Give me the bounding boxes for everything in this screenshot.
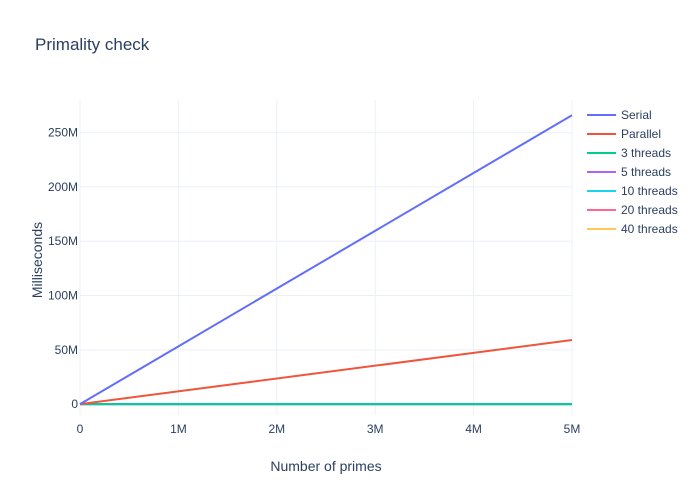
legend-item[interactable]: 20 threads: [587, 203, 678, 217]
series-line-parallel: [79, 339, 573, 406]
y-axis-ticks: 0 50M 100M 150M 200M 250M: [48, 126, 78, 412]
y-tick-label: 150M: [48, 234, 78, 248]
legend-item[interactable]: 3 threads: [587, 146, 671, 160]
legend-label: 20 threads: [621, 203, 678, 217]
x-tick-label: 1M: [170, 422, 187, 436]
x-tick-label: 3M: [367, 422, 384, 436]
legend-label: 3 threads: [621, 146, 671, 160]
series-layer: [79, 114, 573, 406]
legend-item[interactable]: Parallel: [587, 127, 661, 141]
legend-item[interactable]: 5 threads: [587, 165, 671, 179]
legend-item[interactable]: 40 threads: [587, 222, 678, 236]
x-tick-label: 0: [77, 422, 84, 436]
legend-label: Serial: [621, 108, 652, 122]
x-axis-ticks: 0 1M 2M 3M 4M 5M: [77, 422, 581, 436]
legend-label: 5 threads: [621, 165, 671, 179]
chart-title: Primality check: [35, 35, 150, 54]
legend-item[interactable]: Serial: [587, 108, 652, 122]
legend: Serial Parallel 3 threads 5 threads 10 threa…: [587, 108, 678, 236]
y-tick-label: 100M: [48, 289, 78, 303]
y-tick-label: 0: [71, 397, 78, 411]
legend-item[interactable]: 10 threads: [587, 184, 678, 198]
x-axis-label: Number of primes: [270, 458, 381, 474]
y-tick-label: 250M: [48, 126, 78, 140]
y-tick-label: 200M: [48, 180, 78, 194]
x-tick-label: 4M: [465, 422, 482, 436]
legend-label: Parallel: [621, 127, 661, 141]
legend-label: 40 threads: [621, 222, 678, 236]
grid-layer: [79, 100, 573, 415]
y-axis-label: Milliseconds: [29, 222, 45, 298]
y-tick-label: 50M: [55, 343, 78, 357]
x-tick-label: 2M: [268, 422, 285, 436]
legend-label: 10 threads: [621, 184, 678, 198]
x-tick-label: 5M: [564, 422, 581, 436]
series-line-serial: [79, 114, 573, 406]
